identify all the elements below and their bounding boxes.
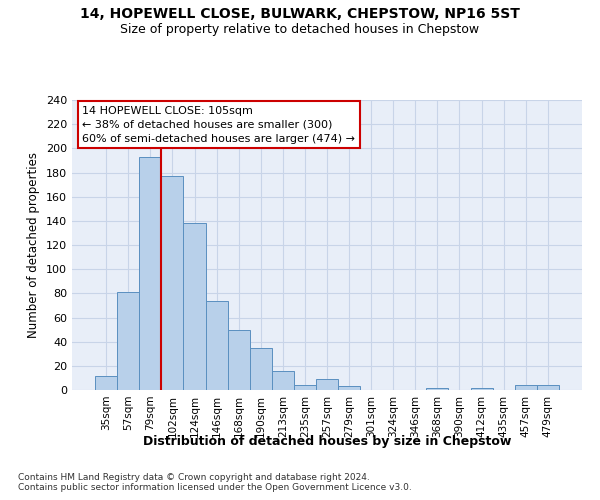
Bar: [117, 292, 139, 390]
Bar: [161, 176, 184, 390]
Text: Contains HM Land Registry data © Crown copyright and database right 2024.: Contains HM Land Registry data © Crown c…: [18, 474, 370, 482]
Text: Size of property relative to detached houses in Chepstow: Size of property relative to detached ho…: [121, 22, 479, 36]
Bar: [95, 376, 117, 390]
Bar: [316, 379, 338, 390]
Bar: [184, 223, 206, 390]
Y-axis label: Number of detached properties: Number of detached properties: [28, 152, 40, 338]
Bar: [250, 348, 272, 390]
Bar: [139, 157, 161, 390]
Bar: [272, 370, 294, 390]
Text: 14 HOPEWELL CLOSE: 105sqm
← 38% of detached houses are smaller (300)
60% of semi: 14 HOPEWELL CLOSE: 105sqm ← 38% of detac…: [82, 106, 355, 144]
Bar: [537, 385, 559, 390]
Bar: [206, 300, 227, 390]
Text: Contains public sector information licensed under the Open Government Licence v3: Contains public sector information licen…: [18, 484, 412, 492]
Bar: [515, 385, 537, 390]
Bar: [427, 388, 448, 390]
Text: 14, HOPEWELL CLOSE, BULWARK, CHEPSTOW, NP16 5ST: 14, HOPEWELL CLOSE, BULWARK, CHEPSTOW, N…: [80, 8, 520, 22]
Bar: [338, 386, 360, 390]
Text: Distribution of detached houses by size in Chepstow: Distribution of detached houses by size …: [143, 435, 511, 448]
Bar: [294, 385, 316, 390]
Bar: [227, 330, 250, 390]
Bar: [470, 388, 493, 390]
